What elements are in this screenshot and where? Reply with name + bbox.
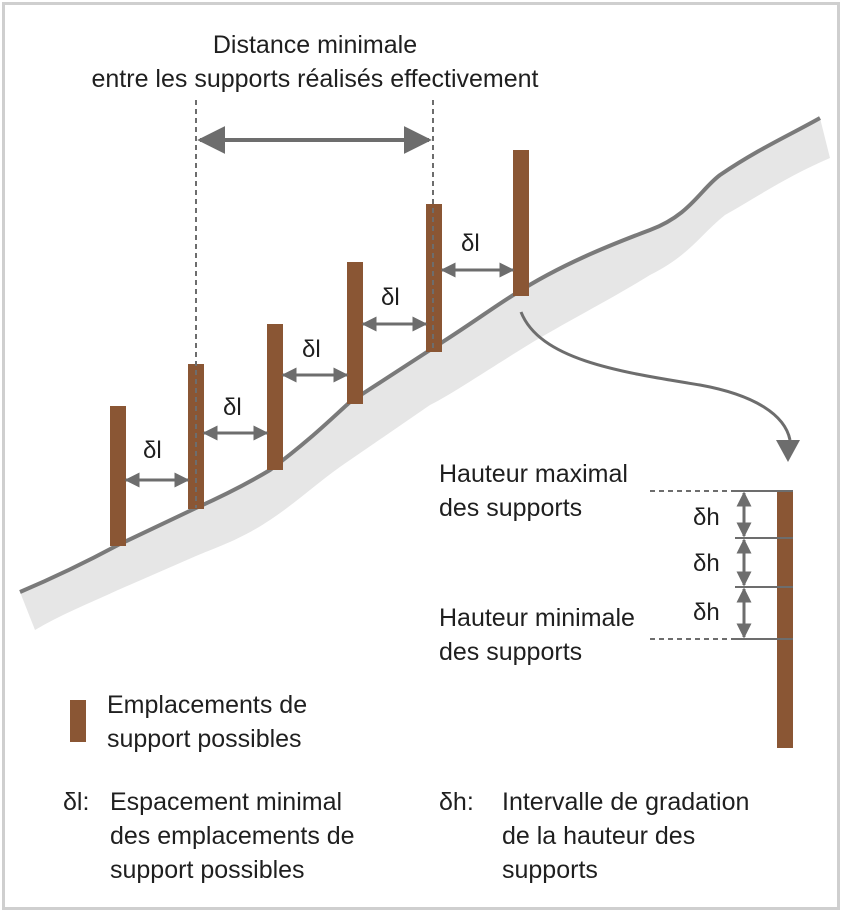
delta-l-label-3: δl xyxy=(302,336,321,363)
support-post-3 xyxy=(267,324,283,470)
legend-dh-text: Intervalle de gradation de la hauteur de… xyxy=(502,788,750,884)
delta-l-label-2: δl xyxy=(223,394,242,421)
delta-h-label-3: δh xyxy=(693,599,720,626)
delta-l-label-5: δl xyxy=(461,230,480,257)
title-line-2: entre les supports réalisés effectivemen… xyxy=(91,65,539,93)
legend-dl-text: Espacement minimal des emplacements de s… xyxy=(110,788,355,884)
detail-pointer-arrow xyxy=(519,311,792,441)
min-height-label: Hauteur minimale des supports xyxy=(439,604,635,666)
title-line-1: Distance minimale xyxy=(212,31,418,59)
support-post-6 xyxy=(513,150,529,296)
legend-dh-symbol: δh: xyxy=(439,788,474,816)
detail-support-post xyxy=(777,490,793,748)
support-post-5 xyxy=(426,204,442,352)
max-height-label: Hauteur maximal des supports xyxy=(439,460,628,522)
legend-dl-symbol: δl: xyxy=(63,788,90,816)
slope-ground xyxy=(20,118,830,630)
detail-pointer-arrowhead xyxy=(776,440,800,462)
support-post-4 xyxy=(347,262,363,404)
delta-h-label-2: δh xyxy=(693,550,720,577)
delta-h-label-1: δh xyxy=(693,504,720,531)
delta-l-label-4: δl xyxy=(381,284,400,311)
legend-support-marker xyxy=(70,700,86,742)
legend-support-text: Emplacements de support possibles xyxy=(107,691,308,753)
support-post-1 xyxy=(110,406,126,546)
delta-l-label-1: δl xyxy=(143,437,162,464)
